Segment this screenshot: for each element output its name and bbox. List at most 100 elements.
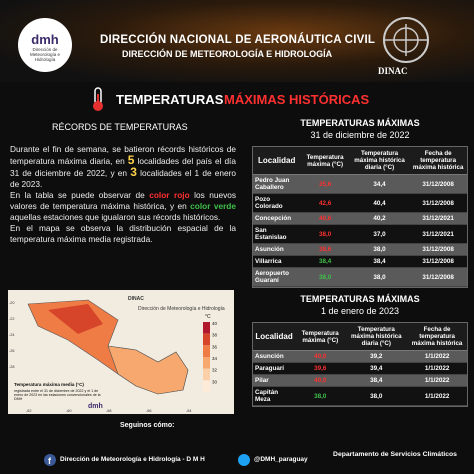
cell: 1/1/2022 — [407, 386, 467, 406]
lon-label: -56 — [146, 409, 152, 413]
red-label: color rojo — [149, 190, 190, 200]
table: Localidad Temperatura máxima (°C) Temperat… — [252, 322, 468, 407]
cell: 38,0 — [300, 224, 350, 244]
lon-label: -60 — [66, 409, 72, 413]
facebook-icon[interactable]: f — [44, 454, 56, 466]
colorbar-swatch — [203, 345, 210, 357]
row: Asunción 40,0 39,2 1/1/2022 — [253, 350, 467, 363]
column-header: Fecha de temperatura máxima histórica — [407, 323, 467, 351]
header-row: Localidad Temperatura máxima (°C) Temperat… — [253, 147, 467, 175]
legend-title: Temperatura máxima media (°C) — [14, 382, 84, 387]
logo-text: dmh — [31, 32, 59, 47]
title-white: TEMPERATURAS — [116, 92, 224, 107]
cell: 40,0 — [295, 350, 346, 363]
cell: 37,0 — [349, 224, 410, 244]
cell: 31/12/2008 — [409, 174, 467, 194]
cell: 38,6 — [300, 243, 350, 256]
follow: Seguinos cómo: — [120, 422, 175, 429]
cell: Villarrica — [253, 255, 301, 268]
table-title: TEMPERATURAS MÁXIMAS — [300, 118, 420, 128]
cell: Capitán Meza — [253, 386, 296, 406]
cell: 40,0 — [295, 374, 346, 387]
lon-label: -58 — [106, 409, 112, 413]
lat-label: -20 — [9, 301, 15, 305]
row: Pozo Colorado 42,6 40,4 31/12/2008 — [253, 193, 467, 213]
column-header: Localidad — [253, 323, 296, 351]
facebook-link[interactable]: Dirección de Meteorología e Hidrología -… — [60, 456, 205, 463]
cell: 31/12/2008 — [409, 255, 467, 268]
cell: 39,4 — [345, 362, 408, 375]
region — [107, 345, 189, 395]
cell: Pozo Colorado — [253, 193, 301, 213]
column-header: Localidad — [253, 147, 301, 175]
lat-label: -22 — [9, 317, 15, 321]
column-header: Temperatura máxima histórica diaria (°C) — [349, 147, 410, 175]
row: Pedro Juan Caballero 35,6 34,4 31/12/2008 — [253, 174, 467, 194]
thermometer-icon — [93, 87, 103, 111]
cell: 35,6 — [300, 174, 350, 194]
twitter-icon[interactable] — [238, 454, 250, 466]
text: En el mapa se observa la distribución es… — [10, 223, 236, 244]
column-header: Temperatura máxima (°C) — [300, 147, 350, 175]
table-title: TEMPERATURAS MÁXIMAS — [300, 294, 420, 304]
column-header: Temperatura máxima histórica diaria (°C) — [345, 323, 408, 351]
colorbar-swatch — [203, 322, 210, 334]
cell: 1/1/2022 — [407, 374, 467, 387]
cell: 39,2 — [345, 350, 408, 363]
cell: 31/12/2008 — [409, 267, 467, 287]
map: DINAC Dirección de Meteorología e Hidrol… — [8, 290, 234, 414]
cell: Aeropuerto Guaraní — [253, 267, 301, 287]
column-header: Fecha de temperatura máxima histórica — [409, 147, 467, 175]
cell: 31/12/2021 — [409, 212, 467, 225]
cell: 38,0 — [300, 267, 350, 287]
cell: 34,4 — [349, 174, 410, 194]
cell: 38,4 — [345, 374, 408, 387]
data-table: Localidad Temperatura máxima (°C) Temperat… — [253, 323, 467, 406]
left-heading: RÉCORDS DE TEMPERATURAS — [52, 122, 188, 132]
svg-text:f: f — [48, 456, 52, 466]
cell: 38,4 — [300, 255, 350, 268]
colorbar-label: 36 — [212, 344, 218, 349]
column-header: Temperatura máxima (°C) — [295, 323, 346, 351]
cell: 38,4 — [349, 255, 410, 268]
colorbar-swatch — [203, 368, 210, 381]
table-date: 31 de diciembre de 2022 — [310, 130, 410, 140]
cell: 40,2 — [349, 212, 410, 225]
row: San Estanislao 38,0 37,0 31/12/2021 — [253, 224, 467, 244]
dinac-emblem — [383, 17, 429, 63]
row: Aeropuerto Guaraní 38,0 38,0 31/12/2008 — [253, 267, 467, 287]
map-brand: DINAC — [128, 296, 144, 302]
footer-department: Departamento de Servicios Climáticos — [333, 451, 457, 458]
twitter-link[interactable]: @DMH_paraguay — [254, 456, 308, 463]
colorbar-unit: °C — [205, 314, 211, 320]
map-logo: dmh — [88, 403, 103, 410]
title-red: MÁXIMAS HISTÓRICAS — [224, 92, 370, 107]
colorbar-swatch — [203, 380, 210, 392]
cell: Paraguarí — [253, 362, 296, 375]
row: Capitán Meza 38,0 38,0 1/1/2022 — [253, 386, 467, 406]
cell: 40,6 — [300, 212, 350, 225]
colorbar-label: 30 — [212, 379, 218, 384]
data-table: Localidad Temperatura máxima (°C) Temperat… — [253, 147, 467, 287]
legend-text: registrada entre el 31 de diciembre de 2… — [14, 389, 101, 402]
colorbar-label: 32 — [212, 368, 218, 373]
text: aquellas estaciones que igualaron sus ré… — [10, 212, 221, 222]
text: localidades el 1 de enero de 2023. — [10, 168, 237, 189]
row: Asunción 38,6 38,0 31/12/2008 — [253, 243, 467, 256]
cell: 39,6 — [295, 362, 346, 375]
text: localidades del país el día 31 de diciem… — [10, 156, 236, 178]
table: Localidad Temperatura máxima (°C) Temperat… — [252, 146, 468, 288]
colorbar-label: 38 — [212, 333, 218, 338]
lon-label: -62 — [26, 409, 32, 413]
text: los nuevos valores de temperatura máxima… — [10, 190, 237, 211]
count: 5 — [127, 153, 135, 167]
colorbar-swatch — [203, 333, 210, 346]
cell: 38,0 — [349, 267, 410, 287]
department: DIRECCIÓN DE METEOROLOGÍA E HIDROLOGÍA — [122, 49, 333, 59]
count: 3 — [130, 165, 137, 179]
dinac: DINAC — [378, 66, 408, 76]
cell: 42,6 — [300, 193, 350, 213]
region — [48, 304, 103, 334]
header-row: Localidad Temperatura máxima (°C) Temperat… — [253, 323, 467, 351]
agency: DIRECCIÓN NACIONAL DE AERONÁUTICA CIVIL — [100, 34, 376, 46]
